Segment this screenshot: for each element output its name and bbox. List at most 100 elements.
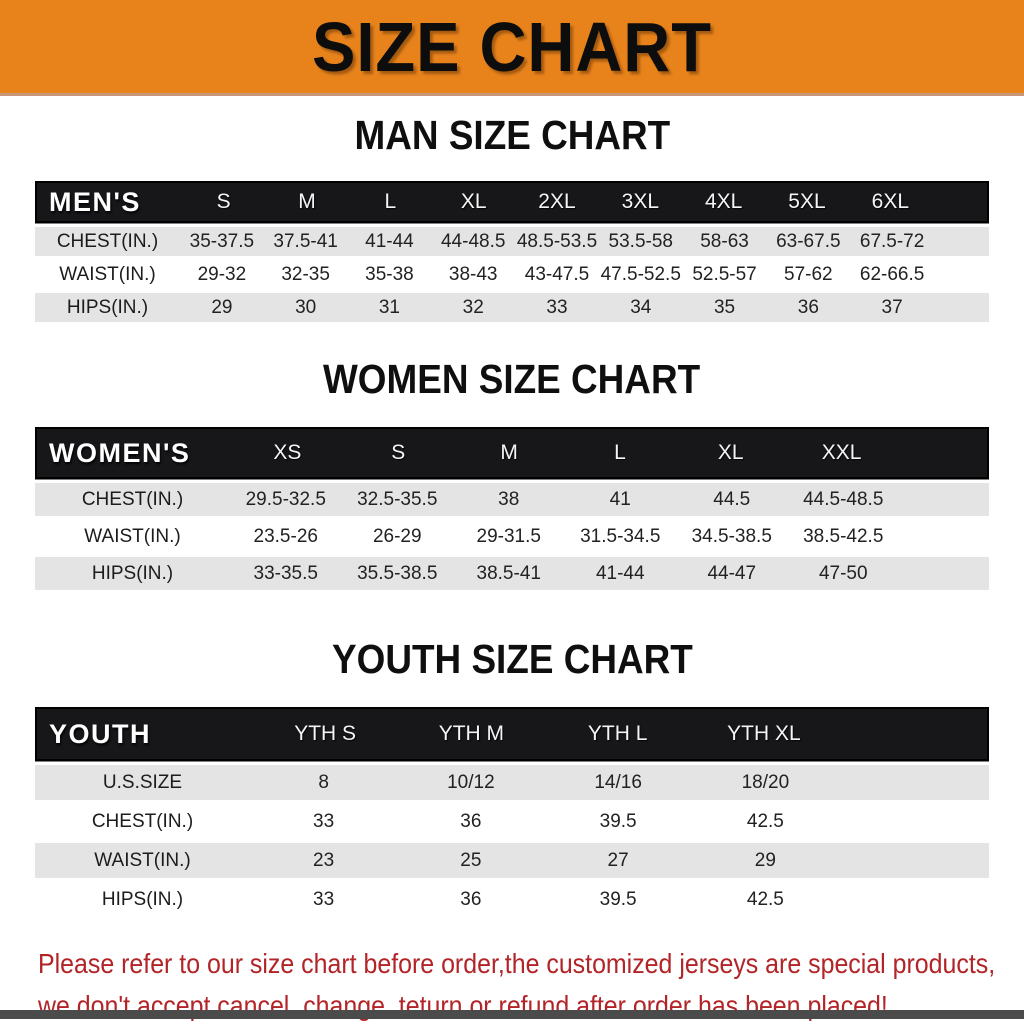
- row-label: U.S.SIZE: [102, 771, 183, 793]
- size-cell: 37.5-41: [273, 230, 338, 252]
- size-cell: 36: [797, 296, 819, 318]
- size-cell: 36: [460, 810, 482, 832]
- size-cell: 35-38: [365, 263, 414, 285]
- table-corner-label: YOUTH: [49, 718, 151, 749]
- section-heading-text: YOUTH SIZE CHART: [331, 636, 693, 682]
- size-cell: 58-63: [700, 230, 749, 252]
- table-row: WAIST(IN.) 23 25 27 29: [35, 843, 989, 878]
- column-header: 6XL: [871, 190, 910, 213]
- table-row: HIPS(IN.) 33-35.5 35.5-38.5 38.5-41 41-44 44-…: [35, 557, 989, 590]
- table-row: WAIST(IN.) 29-32 32-35 35-38 38-43 43-47.5 47.…: [35, 260, 989, 289]
- row-label: HIPS(IN.): [101, 888, 184, 910]
- size-table: WOMEN'S XS S M L XL XXL CHEST(IN.) 29.5-32.5 32.5…: [35, 427, 989, 590]
- size-cell: 41: [609, 488, 631, 510]
- column-header: 4XL: [704, 190, 743, 213]
- column-header: S: [216, 190, 231, 213]
- column-header: M: [298, 190, 316, 213]
- size-cell: 35: [713, 296, 736, 318]
- size-cell: 32.5-35.5: [357, 488, 438, 510]
- column-header: YTH L: [587, 722, 648, 745]
- row-label: WAIST(IN.): [84, 525, 181, 547]
- size-section: YOUTH SIZE CHART YOUTH YTH S YTH M YTH L YTH …: [0, 636, 1024, 917]
- section-heading: WOMEN SIZE CHART: [0, 356, 1024, 403]
- table-row: HIPS(IN.) 33 36 39.5 42.5: [35, 882, 989, 917]
- table-header-row: YOUTH YTH S YTH M YTH L YTH XL: [35, 707, 989, 761]
- size-cell: 32: [462, 296, 484, 318]
- table-row: CHEST(IN.) 33 36 39.5 42.5: [35, 804, 989, 839]
- footer-note: Please refer to our size chart before or…: [38, 943, 1024, 1027]
- size-cell: 29: [211, 296, 233, 318]
- size-cell: 44.5: [713, 488, 751, 510]
- size-cell: 29-31.5: [476, 525, 541, 547]
- table-row: CHEST(IN.) 29.5-32.5 32.5-35.5 38 41 44.5 44.5…: [35, 483, 989, 516]
- row-label: CHEST(IN.): [56, 230, 159, 252]
- row-label: HIPS(IN.): [66, 296, 149, 318]
- size-cell: 35.5-38.5: [357, 562, 438, 584]
- size-cell: 63-67.5: [776, 230, 841, 252]
- row-label: HIPS(IN.): [91, 562, 174, 584]
- size-cell: 37: [881, 296, 903, 318]
- section-heading-text: MAN SIZE CHART: [354, 112, 670, 158]
- size-cell: 47-50: [818, 562, 868, 584]
- size-cell: 67.5-72: [859, 230, 925, 252]
- size-cell: 33: [313, 888, 335, 910]
- size-section: MAN SIZE CHART MEN'S S M L XL 2XL 3XL 4XL 5XL 6XL C…: [0, 112, 1024, 322]
- size-cell: 8: [318, 771, 329, 793]
- size-cell: 29.5-32.5: [245, 488, 326, 510]
- size-cell: 25: [460, 849, 482, 871]
- size-cell: 30: [295, 296, 317, 318]
- bottom-bar: [0, 1010, 1024, 1019]
- column-header: YTH M: [438, 722, 505, 745]
- size-cell: 38-43: [448, 263, 498, 285]
- table-corner-label: MEN'S: [49, 186, 141, 217]
- size-cell: 18/20: [741, 771, 790, 793]
- row-label: WAIST(IN.): [59, 263, 156, 285]
- column-header: L: [384, 190, 397, 213]
- section-heading: MAN SIZE CHART: [0, 112, 1024, 159]
- column-header: YTH XL: [727, 722, 801, 745]
- table-corner-label: WOMEN'S: [49, 437, 191, 468]
- table-header-row: MEN'S S M L XL 2XL 3XL 4XL 5XL 6XL: [35, 181, 989, 223]
- column-header: XS: [273, 441, 302, 464]
- size-cell: 33-35.5: [253, 562, 318, 584]
- section-heading: YOUTH SIZE CHART: [0, 636, 1024, 683]
- size-cell: 33: [313, 810, 335, 832]
- column-header: 3XL: [621, 190, 660, 213]
- size-cell: 29: [754, 849, 776, 871]
- size-cell: 47.5-52.5: [600, 263, 681, 285]
- size-cell: 41-44: [595, 562, 645, 584]
- size-cell: 39.5: [599, 888, 637, 910]
- column-header: XXL: [821, 441, 862, 464]
- size-cell: 44-48.5: [440, 230, 506, 252]
- size-cell: 29-32: [197, 263, 247, 285]
- size-cell: 26-29: [372, 525, 422, 547]
- column-header: XL: [717, 441, 744, 464]
- size-cell: 23: [313, 849, 335, 871]
- size-cell: 57-62: [784, 263, 833, 285]
- column-header: L: [614, 441, 626, 464]
- table-row: WAIST(IN.) 23.5-26 26-29 29-31.5 31.5-34.5 34…: [35, 520, 989, 553]
- size-table: MEN'S S M L XL 2XL 3XL 4XL 5XL 6XL CHEST(IN.) 35-37…: [35, 181, 989, 322]
- column-header: YTH S: [294, 722, 357, 745]
- row-label: WAIST(IN.): [94, 849, 191, 871]
- column-header: 2XL: [538, 190, 576, 213]
- size-cell: 34.5-38.5: [691, 525, 772, 547]
- size-cell: 14/16: [594, 771, 642, 793]
- size-table: YOUTH YTH S YTH M YTH L YTH XL U.S.SIZE 8 10/12…: [35, 707, 989, 917]
- size-cell: 38: [498, 488, 520, 510]
- size-cell: 33: [546, 296, 568, 318]
- size-cell: 38.5-42.5: [803, 525, 884, 547]
- table-header-row: WOMEN'S XS S M L XL XXL: [35, 427, 989, 479]
- size-cell: 44-47: [707, 562, 757, 584]
- column-header: M: [500, 441, 518, 464]
- banner: SIZE CHART: [0, 0, 1024, 96]
- row-label: CHEST(IN.): [91, 810, 194, 832]
- table-row: HIPS(IN.) 29 30 31 32 33 34 35 36 37: [35, 293, 989, 322]
- column-header: XL: [460, 190, 487, 213]
- size-cell: 42.5: [746, 810, 784, 832]
- size-section: WOMEN SIZE CHART WOMEN'S XS S M L XL XXL CHEST(I…: [0, 356, 1024, 590]
- size-cell: 23.5-26: [253, 525, 318, 547]
- size-cell: 27: [607, 849, 629, 871]
- size-cell: 44.5-48.5: [803, 488, 884, 510]
- size-cell: 31.5-34.5: [580, 525, 661, 547]
